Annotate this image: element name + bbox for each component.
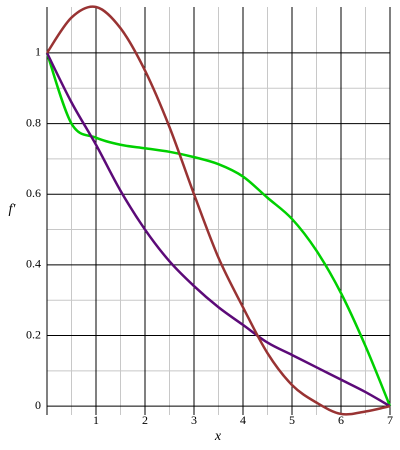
x-tick-label: 3	[191, 413, 197, 427]
y-axis-label: f'	[9, 202, 17, 217]
series-line	[45, 52, 392, 407]
lines	[45, 5, 392, 416]
grid: 1 2 3 4 5 6 7 0 0.2 0.4 0.6 0.8 1	[26, 7, 393, 427]
y-tick-label: 0.8	[26, 115, 41, 129]
series-line	[45, 5, 391, 416]
x-tick-label: 5	[289, 413, 295, 427]
x-tick-label: 1	[93, 413, 99, 427]
x-axis-label: x	[214, 429, 222, 444]
x-tick-label: 2	[142, 413, 148, 427]
y-tick-label: 1	[35, 45, 41, 59]
x-tick-label: 7	[387, 413, 393, 427]
y-tick-label: 0	[35, 398, 41, 412]
x-tick-label: 4	[240, 413, 246, 427]
series-line	[45, 52, 391, 408]
y-tick-label: 0.6	[26, 186, 41, 200]
x-tick-label: 6	[338, 413, 344, 427]
y-tick-label: 0.4	[26, 257, 41, 271]
y-tick-label: 0.2	[26, 327, 41, 341]
